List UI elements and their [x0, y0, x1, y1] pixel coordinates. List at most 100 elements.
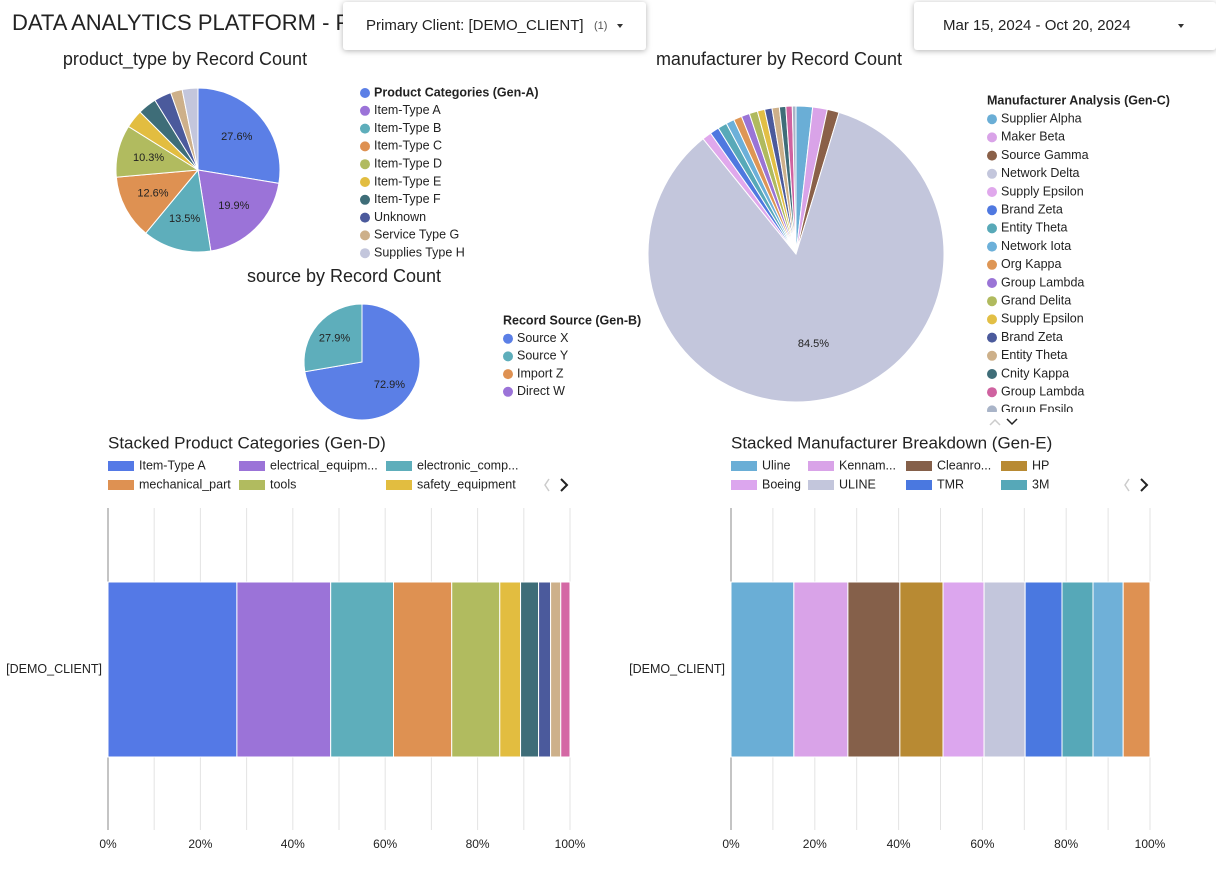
- legend-label: Source Gamma: [1001, 148, 1089, 162]
- y-tick-label: [DEMO_CLIENT]: [6, 662, 102, 676]
- legend-label: Entity Theta: [1001, 221, 1068, 235]
- legend-swatch: [503, 369, 513, 380]
- dropdown-arrow[interactable]: [1178, 24, 1184, 28]
- legend-label: tools: [270, 477, 296, 491]
- legend-swatch: [503, 386, 513, 397]
- legend-label: electrical_equipm...: [270, 458, 378, 472]
- legend-swatch: [906, 480, 932, 490]
- bar-segment: [236, 581, 332, 758]
- legend-swatch: [987, 405, 997, 412]
- legend-swatch: [987, 314, 997, 325]
- legend-page-next[interactable]: [560, 478, 569, 492]
- client-filter-label[interactable]: Primary Client: [DEMO_CLIENT]: [366, 17, 584, 34]
- legend-page-prev[interactable]: [544, 478, 550, 492]
- legend-swatch: [360, 105, 370, 116]
- legend-label: Supply Epsilon: [1001, 184, 1084, 198]
- legend-label: Item-Type B: [374, 121, 441, 135]
- bar-segment: [793, 581, 849, 758]
- chart-title: Stacked Product Categories (Gen-D): [108, 433, 386, 452]
- legend-label: Network Delta: [1001, 166, 1080, 180]
- legend-label: Group Epsilo: [1001, 403, 1073, 417]
- slice-label: 72.9%: [374, 379, 405, 391]
- legend-swatch: [987, 332, 997, 343]
- legend-label: electronic_comp...: [417, 458, 518, 472]
- dropdown-arrow[interactable]: [617, 24, 623, 28]
- bar-segment: [550, 581, 562, 758]
- slice-label: 84.5%: [798, 338, 829, 350]
- legend-swatch: [731, 480, 757, 490]
- legend-label: Maker Beta: [1001, 130, 1065, 144]
- legend-swatch: [386, 461, 412, 471]
- legend-page-next[interactable]: [1140, 478, 1149, 492]
- bar-segment: [107, 581, 238, 758]
- legend-label: Supplies Type H: [374, 245, 465, 259]
- bar-segment: [983, 581, 1026, 758]
- legend-swatch: [906, 461, 932, 471]
- legend-label: Uline: [762, 458, 791, 472]
- legend-label: Source X: [517, 331, 569, 345]
- page-title: DATA ANALYTICS PLATFORM - P: [12, 10, 350, 35]
- legend: Record Source (Gen-B) Source X Source Y Imp…: [503, 313, 641, 398]
- client-count: (1): [594, 20, 607, 32]
- bar-segment: [393, 581, 453, 758]
- legend-label: Import Z: [517, 366, 564, 380]
- legend-swatch: [987, 187, 997, 197]
- bar-segment: [451, 581, 501, 758]
- legend-swatch: [503, 333, 513, 344]
- legend-swatch: [987, 205, 997, 216]
- legend-scroll-down[interactable]: [1006, 418, 1018, 426]
- date-filter[interactable]: [914, 2, 1216, 50]
- legend-swatch: [360, 123, 370, 134]
- bar-segment: [560, 581, 571, 758]
- legend-title: Record Source (Gen-B): [503, 313, 641, 327]
- pie-slice: [181, 87, 199, 171]
- pie-slice: [145, 168, 212, 253]
- client-filter[interactable]: [343, 2, 646, 50]
- bar-segment: [520, 581, 540, 758]
- pie-slice: [647, 111, 945, 403]
- legend-label: Item-Type D: [374, 156, 442, 170]
- legend-swatch: [987, 150, 997, 161]
- legend-label: Source Y: [517, 349, 569, 363]
- legend-swatch: [987, 387, 997, 398]
- legend-swatch: [731, 461, 757, 471]
- legend-swatch: [987, 296, 997, 307]
- chart-title: manufacturer by Record Count: [656, 49, 902, 69]
- x-tick-label: 100%: [555, 837, 586, 851]
- legend-swatch: [360, 141, 370, 152]
- legend-label: Item-Type A: [139, 458, 206, 472]
- chart-title: source by Record Count: [247, 266, 441, 286]
- x-tick-label: 20%: [803, 837, 827, 851]
- x-tick-label: 60%: [373, 837, 397, 851]
- pie-slice: [115, 169, 200, 234]
- legend-swatch: [987, 259, 997, 270]
- x-tick-label: 20%: [188, 837, 212, 851]
- legend-swatch: [808, 461, 834, 471]
- legend-swatch: [239, 480, 265, 490]
- legend-scroll-up[interactable]: [989, 418, 1001, 426]
- x-tick-label: 40%: [281, 837, 305, 851]
- date-range[interactable]: Mar 15, 2024 - Oct 20, 2024: [943, 17, 1131, 34]
- legend-swatch: [239, 461, 265, 471]
- legend-label: Item-Type E: [374, 174, 441, 188]
- legend-swatch: [1001, 461, 1027, 471]
- bar-segment: [330, 581, 395, 758]
- legend-label: 3M: [1032, 477, 1049, 491]
- legend-swatch: [987, 369, 997, 379]
- pie-slice: [791, 105, 797, 255]
- legend-label: Brand Zeta: [1001, 330, 1063, 344]
- legend-label: Direct W: [517, 384, 565, 398]
- legend-label: ULINE: [839, 477, 876, 491]
- legend-label: Supply Epsilon: [1001, 312, 1084, 326]
- legend-swatch: [360, 248, 370, 259]
- legend-label: Group Lambda: [1001, 275, 1084, 289]
- legend-label: Cleanro...: [937, 458, 991, 472]
- legend-swatch: [987, 350, 997, 361]
- legend-label: Supplier Alpha: [1001, 111, 1082, 125]
- legend-page-prev[interactable]: [1124, 478, 1130, 492]
- slice-label: 10.3%: [133, 152, 164, 164]
- x-tick-label: 100%: [1135, 837, 1166, 851]
- legend-swatch: [987, 168, 997, 179]
